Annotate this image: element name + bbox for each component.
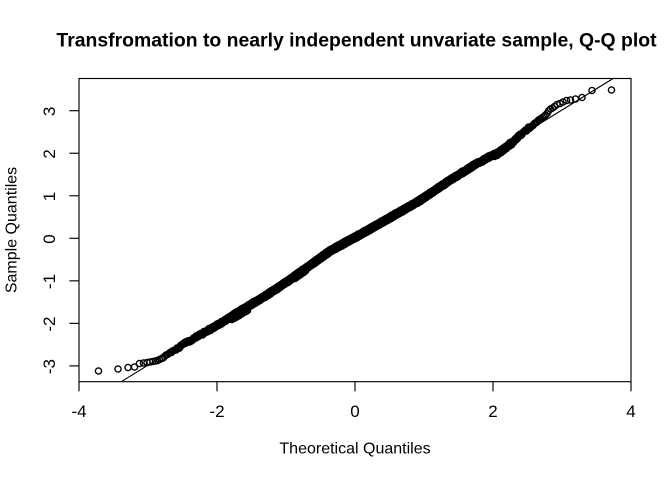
svg-text:4: 4 [626, 402, 635, 421]
svg-text:-4: -4 [71, 402, 86, 421]
svg-text:-1: -1 [40, 274, 59, 289]
svg-text:2: 2 [40, 149, 59, 158]
svg-text:Sample Quantiles: Sample Quantiles [4, 167, 21, 293]
svg-text:Transfromation to nearly indep: Transfromation to nearly independent unv… [56, 30, 657, 52]
svg-text:-3: -3 [40, 359, 59, 374]
svg-text:Theoretical Quantiles: Theoretical Quantiles [279, 441, 430, 458]
svg-text:3: 3 [40, 107, 59, 116]
svg-text:2: 2 [488, 402, 497, 421]
svg-text:-2: -2 [40, 316, 59, 331]
svg-text:0: 0 [350, 402, 359, 421]
svg-text:1: 1 [40, 192, 59, 201]
svg-text:0: 0 [40, 234, 59, 243]
svg-text:-2: -2 [209, 402, 224, 421]
